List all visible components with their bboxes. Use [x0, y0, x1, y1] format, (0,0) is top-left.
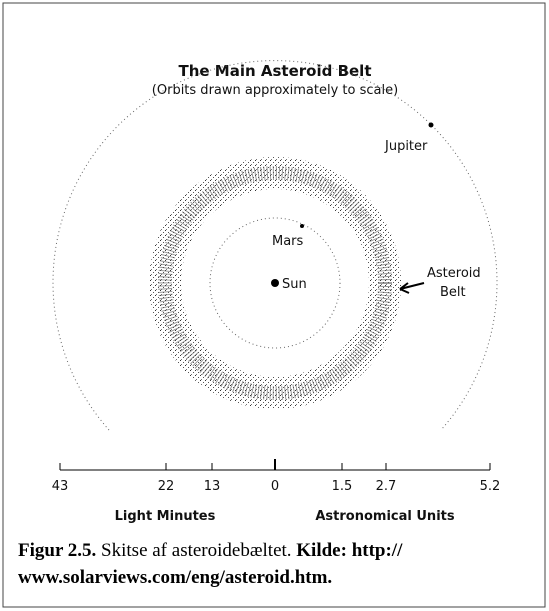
- subtitle: (Orbits drawn approximately to scale): [152, 83, 398, 98]
- sun-dot: [271, 279, 279, 287]
- mars-label: Mars: [272, 234, 304, 249]
- scale-tick-label: 2.7: [376, 479, 397, 494]
- scale-tick-label: 43: [52, 479, 69, 494]
- scale-label: Light Minutes: [115, 509, 216, 524]
- caption-source: Kilde: http://: [296, 540, 403, 561]
- caption: Figur 2.5. Skitse af asteroidebæltet. Ki…: [18, 540, 403, 561]
- sun-label: Sun: [282, 277, 307, 292]
- scale-tick-label: 1.5: [332, 479, 353, 494]
- caption-label: Figur 2.5.: [18, 540, 96, 561]
- caption-text: Skitse af asteroidebæltet.: [96, 540, 296, 561]
- belt-label: Belt: [440, 285, 466, 300]
- title: The Main Asteroid Belt: [178, 62, 371, 80]
- jupiter-dot: [428, 122, 434, 128]
- scale-tick-label: 13: [204, 479, 221, 494]
- belt-label: Asteroid: [427, 266, 481, 281]
- caption-source: www.solarviews.com/eng/asteroid.htm.: [18, 567, 332, 588]
- mars-orbit: [209, 217, 341, 349]
- mars-dot: [300, 224, 304, 228]
- jupiter-label: Jupiter: [384, 139, 428, 154]
- asteroid-belt-core: [158, 166, 392, 400]
- scale-label: Astronomical Units: [315, 509, 454, 524]
- scale-tick-label: 5.2: [480, 479, 501, 494]
- scale-tick-label: 22: [158, 479, 175, 494]
- scale-tick-label: 0: [271, 479, 279, 494]
- belt-arrow: [399, 282, 425, 294]
